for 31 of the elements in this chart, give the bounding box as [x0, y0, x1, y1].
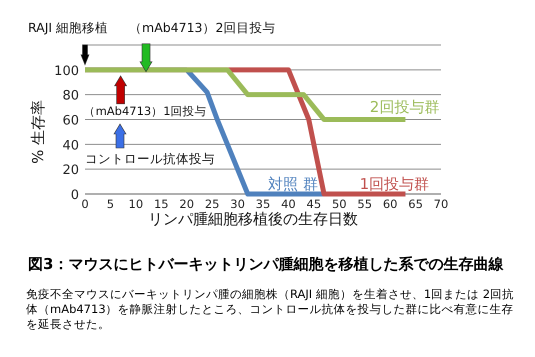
- x-tick-label: 55: [357, 197, 372, 211]
- y-tick-label: 60: [62, 114, 79, 128]
- x-tick-label: 45: [306, 197, 322, 211]
- y-tick-label: 40: [62, 138, 79, 154]
- series-label: 2回投与群: [370, 98, 440, 116]
- annotation: RAJI 細胞移植: [28, 20, 108, 35]
- y-tick-label: 100: [54, 64, 79, 79]
- series-label: 1回投与群: [360, 175, 430, 194]
- x-tick-label: 60: [382, 197, 398, 211]
- x-tick-label: 10: [128, 197, 144, 211]
- y-tick-label: 80: [62, 88, 79, 104]
- x-tick-label: 50: [332, 197, 347, 211]
- x-tick-label: 35: [256, 197, 270, 211]
- series-label: 対照 群: [268, 175, 318, 194]
- x-tick-label: 5: [106, 197, 114, 211]
- y-axis-title: % 生存率: [29, 100, 47, 164]
- x-tick-label: 20: [179, 197, 194, 211]
- x-tick-label: 25: [204, 197, 220, 211]
- x-tick-label: 30: [230, 197, 245, 211]
- x-axis-title: リンパ腫細胞移植後の生存日数: [148, 210, 358, 228]
- x-tick-label: 70: [434, 197, 448, 211]
- annotation: コントロール抗体投与: [85, 151, 215, 166]
- x-tick-label: 65: [408, 197, 423, 211]
- annotation: （mAb4713）1回投与: [84, 104, 207, 118]
- x-tick-label: 15: [154, 197, 169, 211]
- x-tick-label: 0: [81, 197, 89, 211]
- annotation: （mAb4713）2回目投与: [129, 20, 276, 35]
- text: 図3：マウスにヒトバーキットリンパ腫細胞を移植した系での生存曲線: [28, 255, 504, 274]
- text: 免疫不全マウスにバーキットリンパ腫の細胞株（RAJI 細胞）を生着させ、1回または 2回抗体（mAb4713）を静脈注射したところ、コントロール抗体を投与した群に比べ有意に生存を延長させた。: [26, 287, 516, 332]
- y-tick-label: 20: [62, 163, 79, 178]
- x-tick-label: 40: [281, 197, 296, 211]
